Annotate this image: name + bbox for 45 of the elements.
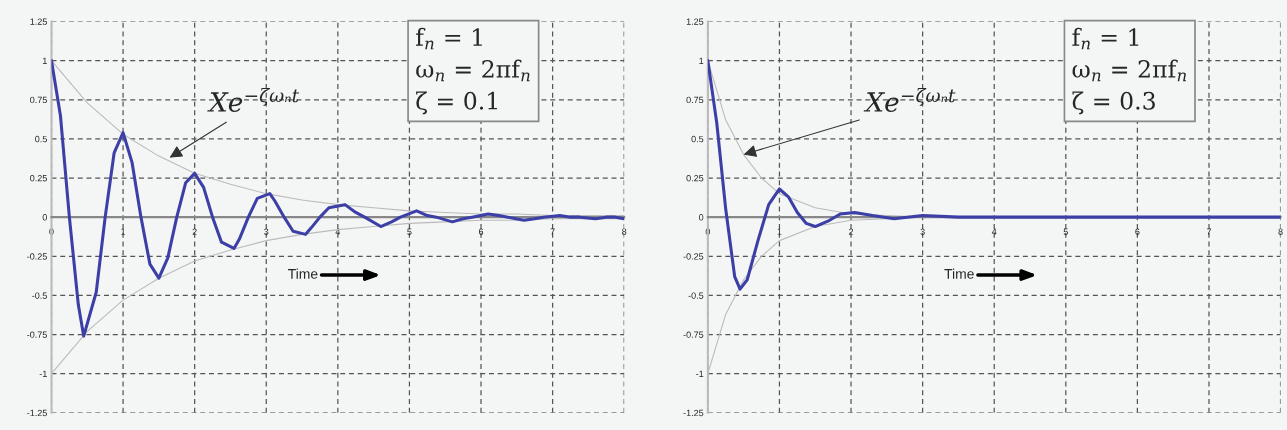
y-tick-label: -0.75 <box>683 331 704 338</box>
y-tick-label: -1 <box>696 370 704 377</box>
x-tick-label: 5 <box>407 228 412 235</box>
line-series <box>51 59 625 338</box>
annotation: Xe$^{−ζωₙt}$ <box>863 87 956 112</box>
x-tick-label: 1 <box>777 228 782 235</box>
y-tick-label: -1 <box>39 370 47 377</box>
y-tick-label: 0.25 <box>30 174 47 182</box>
y-tick-label: 0 <box>42 214 47 221</box>
y-tick-label: 0.5 <box>691 135 704 143</box>
x-tick-label: 7 <box>550 228 555 235</box>
y-tick-label: 1 <box>42 57 47 64</box>
x-tick-label: 3 <box>920 228 925 235</box>
y-tick-label: -0.25 <box>683 253 704 260</box>
text: f$_{n}$ = 1 ω$_{n}$ = 2πf$_{n}$ ζ = 0.1 <box>416 27 530 115</box>
x-tick-label: 2 <box>848 228 854 235</box>
x-tick-label: 1 <box>121 228 126 235</box>
y-tick-label: -0.5 <box>688 292 704 299</box>
y-tick-label: 1.25 <box>30 18 47 25</box>
y-tick-label: -0.5 <box>32 292 47 299</box>
annotation: Time <box>288 268 318 279</box>
annotation: Xe$^{−ζωₙt}$ <box>207 87 300 112</box>
x-tick-label: 6 <box>478 228 484 235</box>
y-tick-label: -1.25 <box>27 409 47 417</box>
y-tick-label: -0.75 <box>27 331 47 338</box>
y-tick-label: -0.25 <box>27 253 47 260</box>
y-tick-label: -1.25 <box>683 409 704 417</box>
line-series <box>51 60 625 217</box>
text: f$_{n}$ = 1 ω$_{n}$ = 2πf$_{n}$ ζ = 0.3 <box>1072 27 1187 115</box>
x-tick-label: 6 <box>1135 228 1140 235</box>
x-tick-label: 5 <box>1063 228 1068 235</box>
x-tick-label: 8 <box>622 228 627 235</box>
x-tick-label: 7 <box>1206 228 1212 235</box>
y-tick-label: 0.75 <box>30 96 47 104</box>
x-tick-label: 8 <box>1278 228 1283 235</box>
x-tick-label: 3 <box>264 228 269 235</box>
annotation: Time <box>944 268 974 279</box>
y-tick-label: 1 <box>699 57 704 64</box>
y-tick-label: 0.75 <box>686 96 704 104</box>
x-tick-label: 4 <box>991 228 997 235</box>
y-tick-label: 1.25 <box>686 18 704 25</box>
y-tick-label: 0.25 <box>686 174 704 182</box>
x-tick-label: 2 <box>192 228 197 235</box>
y-tick-label: 0 <box>699 214 704 221</box>
y-tick-label: 0.5 <box>35 135 47 143</box>
